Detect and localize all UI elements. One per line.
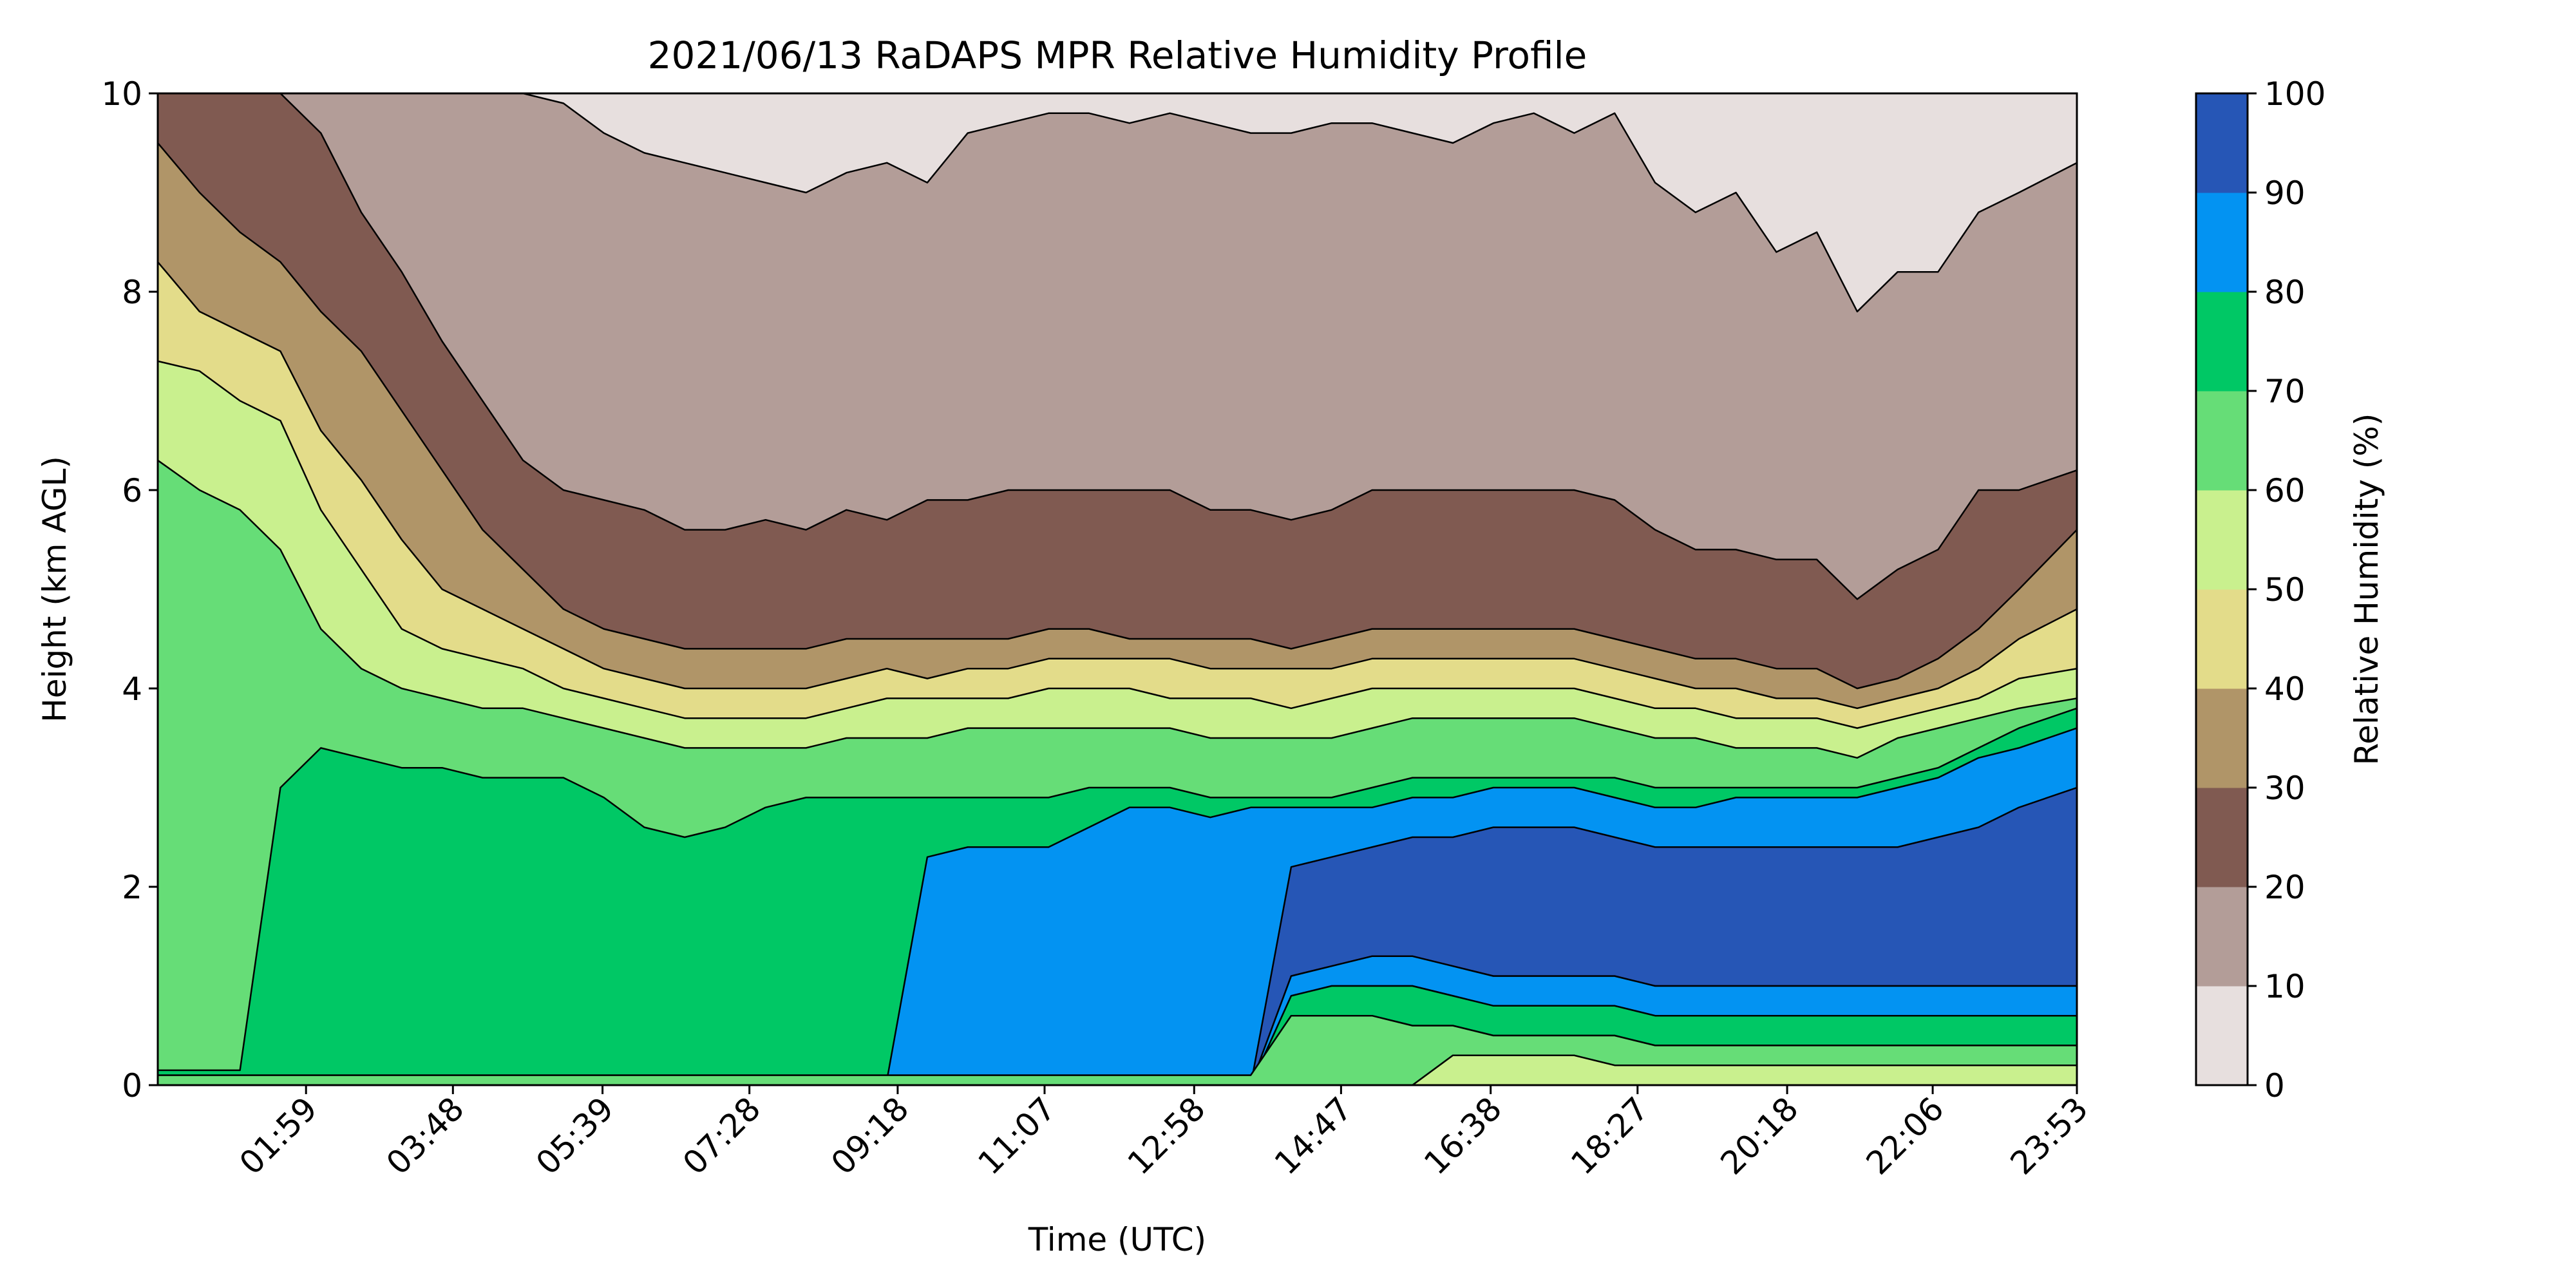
y-axis-label: Height (km AGL) [36,456,73,723]
colorbar: 0 10 20 30 40 50 60 70 80 90 100 [2195,75,2325,1104]
x-tick-label: 22:06 [1859,1090,1951,1182]
colorbar-swatch-70-80 [2196,292,2248,392]
x-tick-label: 14:47 [1267,1090,1359,1182]
x-tick-label: 11:07 [971,1090,1063,1182]
x-tick-label: 01:59 [232,1090,325,1182]
x-tick-label: 16:38 [1417,1090,1509,1182]
rh-band-90-100 [158,786,2077,1085]
x-tick-label: 07:28 [676,1090,768,1182]
colorbar-tick-label: 40 [2264,670,2306,708]
y-tick-label: 2 [122,869,142,906]
y-tick-label: 0 [122,1067,142,1104]
rh-lower-band-80-90 [158,955,2077,1085]
y-tick-label: 4 [122,670,142,708]
colorbar-tick-label: 80 [2264,274,2306,311]
x-tick-label: 23:53 [2003,1090,2096,1182]
colorbar-swatch-30-40 [2196,688,2248,788]
colorbar-swatch-80-90 [2196,193,2248,292]
colorbar-swatch-90-100 [2196,93,2248,193]
x-tick-label: 03:48 [379,1090,471,1182]
colorbar-label: Relative Humidity (%) [2348,413,2385,766]
rh-lower-band-60-70 [158,1014,2077,1085]
colorbar-swatch-20-30 [2196,788,2248,887]
plot-frame [156,92,2078,1086]
y-tick-label: 10 [101,75,142,113]
x-tick-label: 09:18 [824,1090,916,1182]
y-tick-label: 8 [122,274,142,311]
x-tick-label: 12:58 [1121,1090,1213,1182]
chart-title: 2021/06/13 RaDAPS MPR Relative Humidity … [648,33,1587,77]
x-axis: 01:59 03:48 05:39 07:28 09:18 11:07 12:58 14:47… [232,1085,2096,1182]
colorbar-tick-label: 90 [2264,175,2306,212]
colorbar-swatch-0-10 [2196,986,2248,1086]
x-tick-label: 05:39 [529,1090,621,1182]
colorbar-swatch-10-20 [2196,887,2248,987]
colorbar-swatch-60-70 [2196,391,2248,491]
colorbar-tick-label: 10 [2264,968,2306,1005]
colorbar-tick-label: 60 [2264,472,2306,509]
colorbar-tick-label: 20 [2264,869,2306,906]
colorbar-tick-label: 0 [2264,1067,2285,1104]
colorbar-tick-label: 100 [2264,75,2325,113]
colorbar-swatch-40-50 [2196,589,2248,689]
x-axis-label: Time (UTC) [1028,1221,1206,1258]
x-tick-label: 18:27 [1564,1090,1656,1182]
y-tick-label: 6 [122,472,142,509]
colorbar-tick-label: 70 [2264,373,2306,410]
plot-area [158,93,2077,1085]
y-axis: 0 2 4 6 8 10 [101,75,158,1104]
rh-lower-band-50-60 [158,1054,2077,1085]
x-tick-label: 20:18 [1714,1090,1806,1182]
colorbar-tick-label: 50 [2264,571,2306,609]
colorbar-tick-label: 30 [2264,770,2306,807]
colorbar-swatch-50-60 [2196,490,2248,590]
